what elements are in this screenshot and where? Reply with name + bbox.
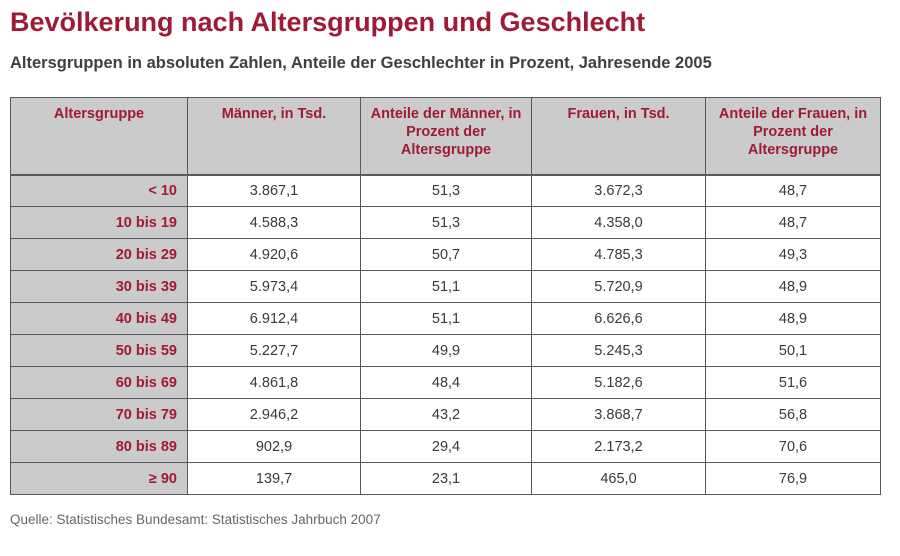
header-row: Altersgruppe Männer, in Tsd. Anteile der…: [10, 97, 881, 176]
table-row: 80 bis 89 902,9 29,4 2.173,2 70,6: [10, 430, 881, 464]
value-cell: 6.626,6: [531, 302, 706, 336]
value-cell: 49,3: [705, 238, 881, 272]
table-row: 50 bis 59 5.227,7 49,9 5.245,3 50,1: [10, 334, 881, 368]
population-table: Altersgruppe Männer, in Tsd. Anteile der…: [10, 97, 881, 496]
value-cell: 51,1: [360, 302, 532, 336]
col-header-altersgruppe: Altersgruppe: [10, 97, 188, 176]
value-cell: 48,9: [705, 270, 881, 304]
value-cell: 5.245,3: [531, 334, 706, 368]
value-cell: 5.227,7: [187, 334, 361, 368]
page: Bevölkerung nach Altersgruppen und Gesch…: [10, 7, 881, 528]
value-cell: 49,9: [360, 334, 532, 368]
col-header-maenner-tsd: Männer, in Tsd.: [187, 97, 361, 176]
value-cell: 4.785,3: [531, 238, 706, 272]
value-cell: 4.358,0: [531, 206, 706, 240]
table-row: 10 bis 19 4.588,3 51,3 4.358,0 48,7: [10, 206, 881, 240]
age-group-cell: 60 bis 69: [10, 366, 188, 400]
source-note: Quelle: Statistisches Bundesamt: Statist…: [10, 512, 381, 528]
value-cell: 465,0: [531, 462, 706, 496]
value-cell: 51,6: [705, 366, 881, 400]
age-group-cell: < 10: [10, 174, 188, 208]
value-cell: 5.973,4: [187, 270, 361, 304]
value-cell: 3.868,7: [531, 398, 706, 432]
value-cell: 50,1: [705, 334, 881, 368]
table-row: ≥ 90 139,7 23,1 465,0 76,9: [10, 462, 881, 496]
value-cell: 48,7: [705, 206, 881, 240]
value-cell: 4.588,3: [187, 206, 361, 240]
col-header-frauen-tsd: Frauen, in Tsd.: [531, 97, 706, 176]
value-cell: 43,2: [360, 398, 532, 432]
page-title: Bevölkerung nach Altersgruppen und Gesch…: [10, 7, 646, 37]
table-row: 20 bis 29 4.920,6 50,7 4.785,3 49,3: [10, 238, 881, 272]
age-group-cell: 70 bis 79: [10, 398, 188, 432]
age-group-cell: 30 bis 39: [10, 270, 188, 304]
value-cell: 70,6: [705, 430, 881, 464]
age-group-cell: 50 bis 59: [10, 334, 188, 368]
value-cell: 5.720,9: [531, 270, 706, 304]
value-cell: 6.912,4: [187, 302, 361, 336]
table-row: 70 bis 79 2.946,2 43,2 3.868,7 56,8: [10, 398, 881, 432]
value-cell: 50,7: [360, 238, 532, 272]
table-row: < 10 3.867,1 51,3 3.672,3 48,7: [10, 174, 881, 208]
col-header-anteil-maenner: Anteile der Männer, in Prozent der Alter…: [360, 97, 532, 176]
value-cell: 4.861,8: [187, 366, 361, 400]
value-cell: 139,7: [187, 462, 361, 496]
age-group-cell: ≥ 90: [10, 462, 188, 496]
value-cell: 29,4: [360, 430, 532, 464]
col-header-anteil-frauen: Anteile der Frauen, in Prozent der Alter…: [705, 97, 881, 176]
table-row: 30 bis 39 5.973,4 51,1 5.720,9 48,9: [10, 270, 881, 304]
age-group-cell: 20 bis 29: [10, 238, 188, 272]
value-cell: 48,7: [705, 174, 881, 208]
value-cell: 23,1: [360, 462, 532, 496]
value-cell: 3.867,1: [187, 174, 361, 208]
value-cell: 902,9: [187, 430, 361, 464]
page-subtitle: Altersgruppen in absoluten Zahlen, Antei…: [10, 54, 712, 73]
age-group-cell: 40 bis 49: [10, 302, 188, 336]
table-row: 40 bis 49 6.912,4 51,1 6.626,6 48,9: [10, 302, 881, 336]
value-cell: 4.920,6: [187, 238, 361, 272]
value-cell: 3.672,3: [531, 174, 706, 208]
value-cell: 2.946,2: [187, 398, 361, 432]
value-cell: 56,8: [705, 398, 881, 432]
value-cell: 51,1: [360, 270, 532, 304]
table-row: 60 bis 69 4.861,8 48,4 5.182,6 51,6: [10, 366, 881, 400]
age-group-cell: 10 bis 19: [10, 206, 188, 240]
value-cell: 51,3: [360, 174, 532, 208]
value-cell: 51,3: [360, 206, 532, 240]
value-cell: 48,9: [705, 302, 881, 336]
age-group-cell: 80 bis 89: [10, 430, 188, 464]
value-cell: 2.173,2: [531, 430, 706, 464]
value-cell: 76,9: [705, 462, 881, 496]
value-cell: 5.182,6: [531, 366, 706, 400]
value-cell: 48,4: [360, 366, 532, 400]
